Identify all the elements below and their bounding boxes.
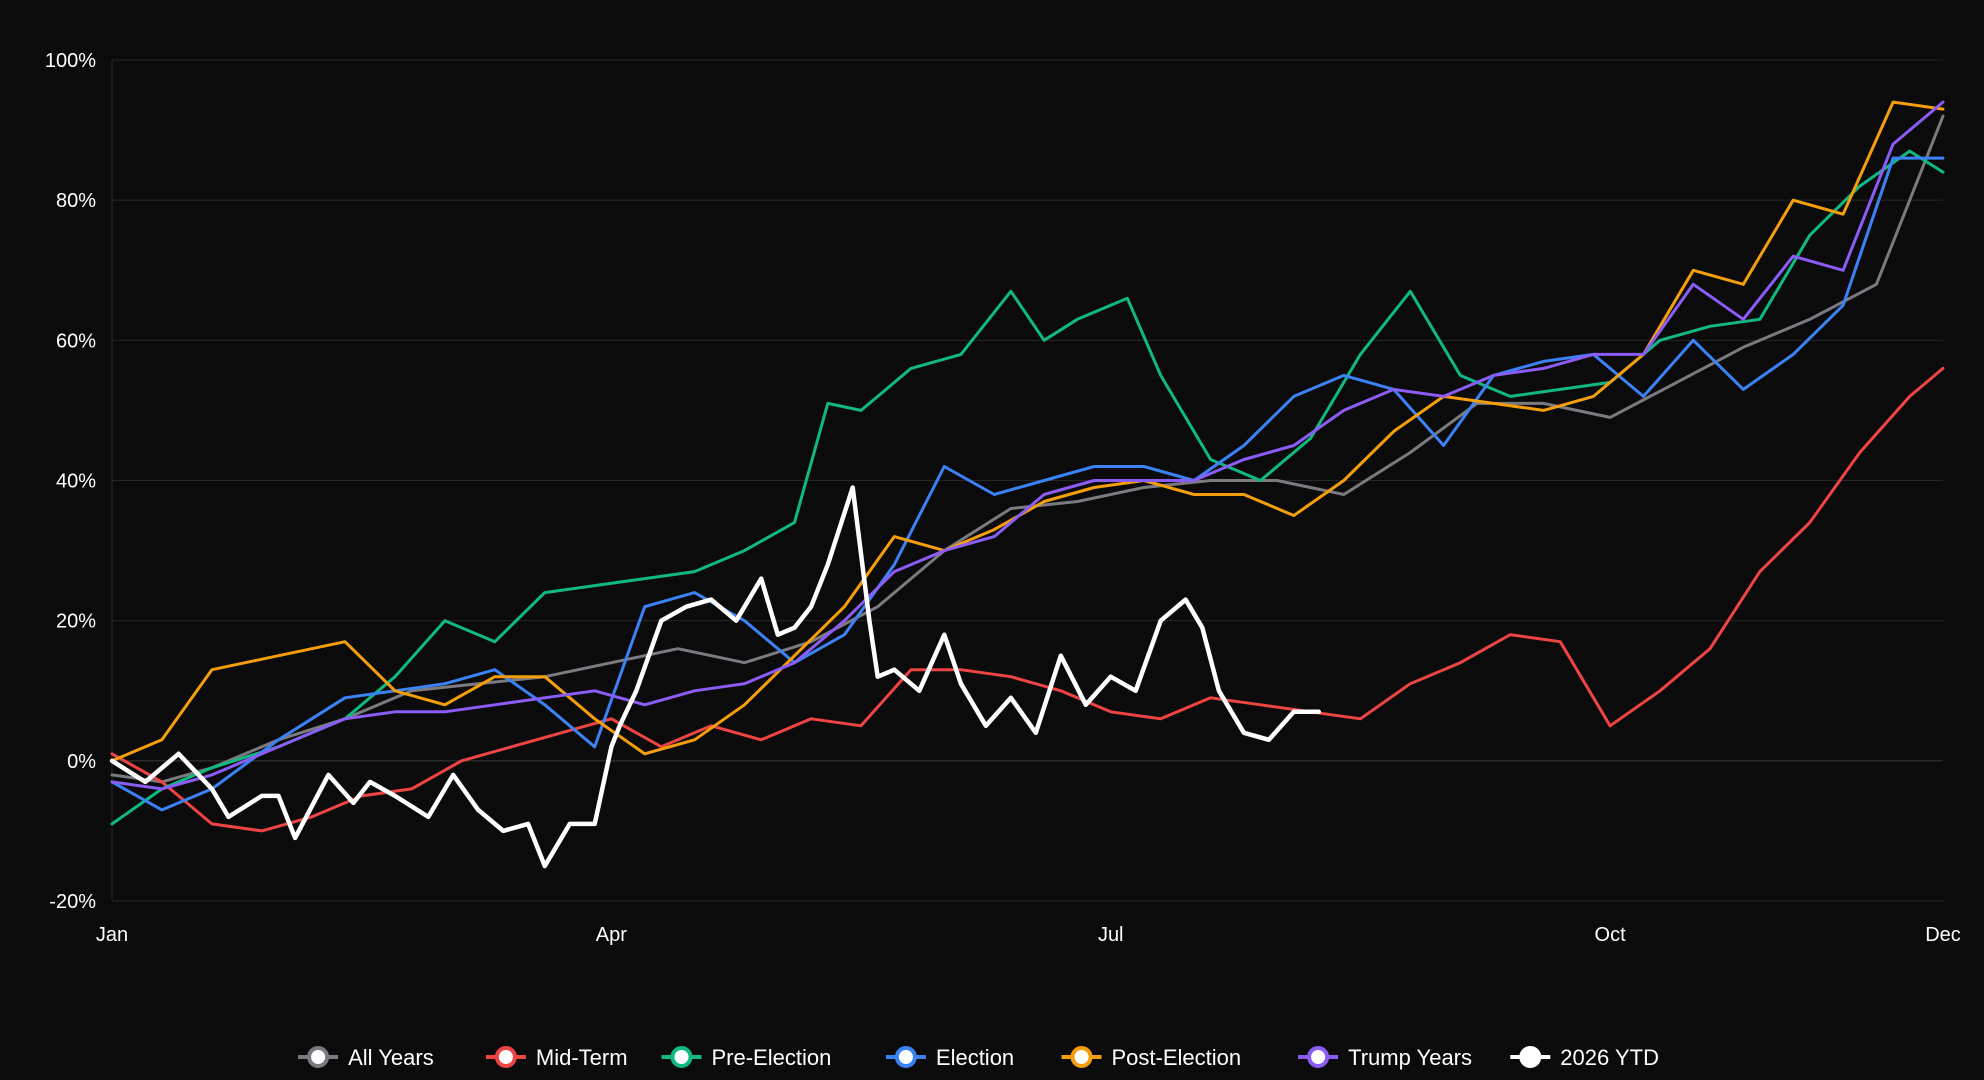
legend-marker [1307,1046,1330,1068]
legend-marker [670,1046,693,1068]
legend-label: All Years [348,1045,434,1070]
legend-label: Election [936,1045,1014,1070]
y-tick-label: 40% [56,471,96,493]
y-tick-label: 60% [56,330,96,352]
series-line-mid-term [110,366,1945,833]
legend-label: 2026 YTD [1560,1045,1659,1070]
legend-marker [1070,1046,1093,1068]
y-tick-label: 100% [45,50,96,72]
legend-item-all-years[interactable]: All Years [298,1045,434,1070]
legend-item-post-election[interactable]: Post-Election [1061,1045,1242,1070]
legend-item-2026-ytd[interactable]: 2026 YTD [1510,1045,1659,1070]
legend[interactable]: All Years Mid-Term Pre-Election Election Pos… [298,1045,1659,1070]
y-tick-label: -20% [49,891,96,913]
legend-label: Mid-Term [536,1045,628,1070]
y-tick-label: 80% [56,190,96,212]
legend-marker [894,1046,917,1068]
legend-item-pre-election[interactable]: Pre-Election [661,1045,832,1070]
legend-label: Pre-Election [712,1045,832,1070]
series-line-trump-years [110,100,1945,791]
x-tick-label: Jul [1098,924,1124,946]
legend-item-mid-term[interactable]: Mid-Term [485,1045,628,1070]
y-tick-label: 0% [67,751,96,773]
legend-marker [307,1046,330,1068]
x-tick-label: Jan [96,924,128,946]
series-line-2026-ytd [109,485,1322,869]
y-tick-label: 20% [56,611,96,633]
x-tick-label: Oct [1595,924,1627,946]
legend-marker [494,1046,517,1068]
legend-marker [1519,1046,1542,1068]
series-line-post-election [110,100,1945,763]
legend-item-trump-years[interactable]: Trump Years [1298,1045,1472,1070]
legend-label: Post-Election [1112,1045,1242,1070]
x-tick-label: Apr [596,924,627,946]
series-line-all-years [110,114,1945,784]
series-line-election [110,156,1945,812]
legend-item-election[interactable]: Election [885,1045,1014,1070]
axes: -20% 0% 20% 40% 60% 80% 100% Jan Apr Jul Oct Dec [45,50,1961,946]
series-lines [109,100,1945,869]
grid-lines [112,59,1943,902]
x-tick-label: Dec [1925,924,1961,946]
legend-label: Trump Years [1348,1045,1472,1070]
